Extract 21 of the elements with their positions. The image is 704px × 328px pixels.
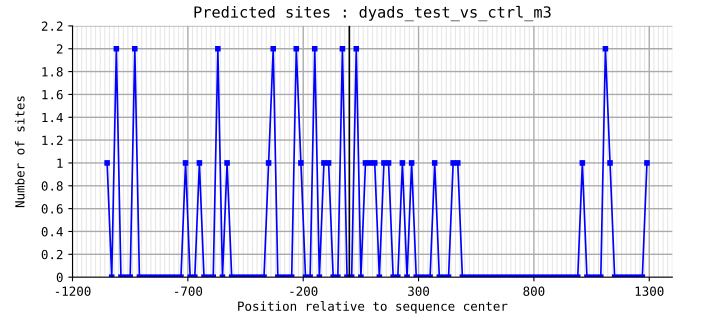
x-axis-title: Position relative to sequence center [238, 301, 508, 314]
y-tick-label: 0.2 [42, 250, 62, 260]
y-tick-label: 0.6 [42, 204, 63, 214]
x-tick-label: -1200 [56, 286, 91, 296]
x-tick-label: 800 [523, 286, 544, 296]
x-tick-label: -200 [290, 286, 318, 296]
y-tick-label: 2 [56, 44, 62, 54]
y-tick-label: 1.8 [42, 67, 63, 77]
x-tick-label: -700 [174, 286, 202, 296]
y-tick-label: 1.2 [42, 136, 62, 145]
x-tick-label: 300 [408, 286, 430, 296]
y-tick-label: 1.4 [42, 112, 63, 122]
y-tick-label: 1.6 [42, 90, 63, 100]
y-tick-label: 0.4 [42, 226, 63, 236]
y-axis-title: Number of sites [14, 96, 25, 208]
chart-title: Predicted sites : dyads_test_vs_ctrl_m3 [194, 6, 551, 22]
y-tick-label: 0 [56, 272, 63, 282]
y-tick-label: 1 [57, 158, 63, 168]
x-tick-label: 1300 [636, 286, 664, 296]
y-tick-label: 2.2 [42, 21, 62, 31]
y-tick-label: 0.8 [42, 181, 63, 191]
